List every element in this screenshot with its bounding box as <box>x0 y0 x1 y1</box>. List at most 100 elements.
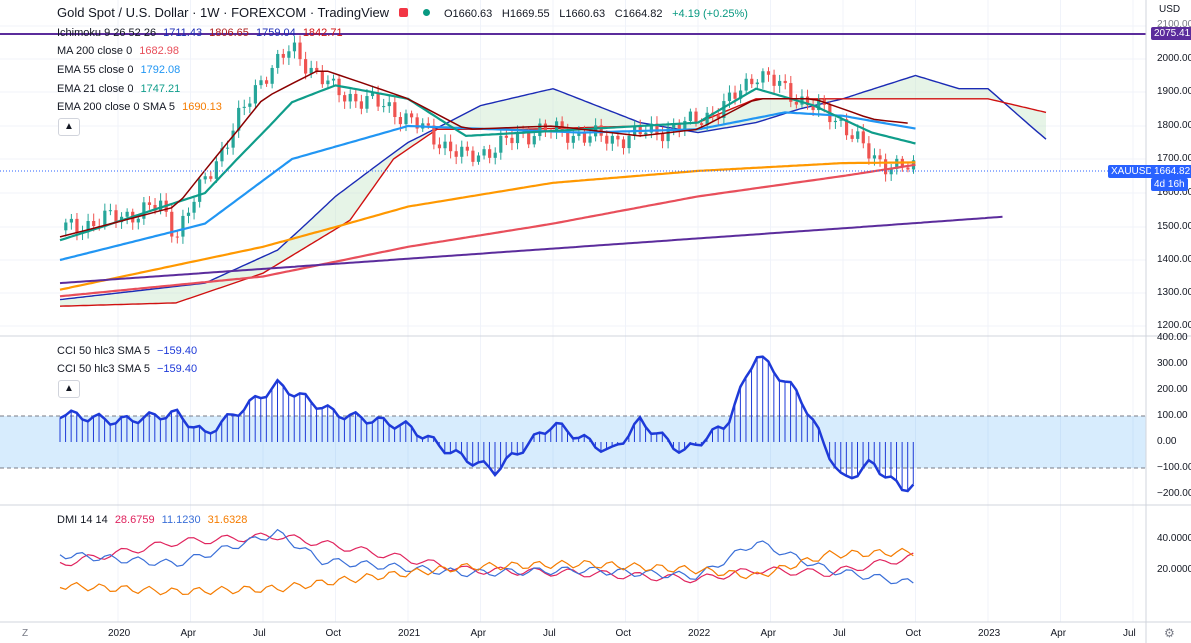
candle-body <box>699 123 704 126</box>
currency-label[interactable]: USD <box>1159 4 1181 15</box>
candle-body <box>504 135 508 138</box>
indicator-lines <box>0 33 1146 298</box>
candle-body <box>805 96 810 106</box>
legend-dmi[interactable]: DMI 14 14 28.6759 11.1230 31.6328 <box>57 514 251 526</box>
candle-body <box>304 59 308 74</box>
candle-body <box>800 96 804 105</box>
zoom-reset-icon[interactable]: Z <box>22 628 29 639</box>
legend-ema200[interactable]: EMA 200 close 0 SMA 5 1690.13 <box>57 101 226 113</box>
candle-body <box>75 218 79 233</box>
candle-body <box>683 120 687 132</box>
candle-body <box>878 155 882 160</box>
time-tick-label: 2023 <box>978 628 1001 639</box>
collapse-legend-button[interactable]: ▲ <box>58 380 80 398</box>
legend-cci-2[interactable]: CCI 50 hlc3 SMA 5 −159.40 <box>57 363 201 375</box>
legend-ema55[interactable]: EMA 55 close 0 1792.08 <box>57 64 184 76</box>
candle-body <box>844 119 849 136</box>
series-line-ema-21 <box>59 84 916 242</box>
candle-body <box>527 132 531 145</box>
candle-body <box>649 123 653 133</box>
legend-cci-1[interactable]: CCI 50 hlc3 SMA 5 −159.40 <box>57 345 201 357</box>
candle-body <box>354 93 358 102</box>
time-tick-label: Jul <box>253 628 266 639</box>
legend-value: 11.1230 <box>161 514 201 526</box>
candle-body <box>415 117 419 129</box>
legend-value: 1759.04 <box>255 27 296 39</box>
cci-tick-label: −200.00 <box>1157 488 1191 499</box>
price-tick-label: 1200.00 <box>1157 320 1191 331</box>
candle-body <box>365 96 369 109</box>
price-tick-label: 1700.00 <box>1157 153 1191 164</box>
ohlc-high: H1669.55 <box>501 8 550 20</box>
candle-body <box>839 119 843 121</box>
candle-body <box>242 106 246 108</box>
time-tick-label: 2020 <box>108 628 131 639</box>
candle-body <box>125 211 129 217</box>
candle-body <box>465 146 469 151</box>
legend-name: EMA 200 close 0 SMA 5 <box>57 101 176 113</box>
candle-body <box>666 128 670 142</box>
legend-name: MA 200 close 0 <box>57 45 133 57</box>
legend-name: CCI 50 hlc3 SMA 5 <box>57 345 150 357</box>
candle-body <box>766 71 771 75</box>
price-tick-label: 1800.00 <box>1157 120 1191 131</box>
dmi-line-adx <box>59 547 914 596</box>
candle-body <box>248 103 252 107</box>
grid-lines <box>0 0 1146 622</box>
dmi-tick-label: 20.0000 <box>1157 564 1191 575</box>
candle-body <box>393 102 397 118</box>
ohlc-low: L1660.63 <box>559 8 606 20</box>
candle-body <box>432 125 436 145</box>
settings-gear-icon[interactable]: ⚙ <box>1164 626 1175 640</box>
symbol-title[interactable]: Gold Spot / U.S. Dollar · 1W · FOREXCOM … <box>57 5 390 20</box>
legend-ma200[interactable]: MA 200 close 0 1682.98 <box>57 45 183 57</box>
candle-body <box>64 222 68 231</box>
legend-ichimoku[interactable]: Ichimoku 9 26 52 26 1711.43 1806.65 1759… <box>57 27 347 39</box>
dmi-line-di <box>59 528 914 585</box>
candle-body <box>861 131 865 144</box>
candle-body <box>259 80 263 86</box>
candle-body <box>783 80 787 84</box>
ohlc-close: C1664.82 <box>614 8 663 20</box>
candle-body <box>387 102 391 107</box>
dmi-line-di <box>59 532 914 584</box>
time-tick-label: Apr <box>470 628 487 639</box>
candle-body <box>214 161 218 179</box>
candle-body <box>778 80 782 86</box>
candle-body <box>203 176 207 180</box>
price-tick-label: 1300.00 <box>1157 287 1191 298</box>
cci-pane <box>0 355 1146 493</box>
candle-body <box>298 42 302 60</box>
candle-body <box>744 78 748 91</box>
candle-body <box>382 106 386 108</box>
candle-body <box>159 200 163 211</box>
candle-body <box>566 129 570 143</box>
candle-body <box>426 123 430 126</box>
candle-body <box>276 53 280 68</box>
candle-body <box>108 210 113 212</box>
candle-body <box>655 123 659 134</box>
candle-body <box>460 146 464 157</box>
candle-body <box>694 111 698 124</box>
candle-body <box>733 92 737 99</box>
legend-ema21[interactable]: EMA 21 close 0 1747.21 <box>57 83 184 95</box>
candle-body <box>437 144 442 149</box>
legend-value: 1806.65 <box>209 27 249 39</box>
legend-value: 1711.43 <box>163 27 203 39</box>
ichimoku-span-b-line <box>59 98 1047 307</box>
time-tick-label: Apr <box>1050 628 1067 639</box>
collapse-legend-button[interactable]: ▲ <box>58 118 80 136</box>
ohlc-open: O1660.63 <box>443 8 493 20</box>
candle-body <box>739 90 743 99</box>
candle-body <box>376 92 380 107</box>
candle-body <box>599 125 603 136</box>
candle-body <box>92 221 96 227</box>
legend-value: −159.40 <box>157 345 198 357</box>
alert-icon[interactable] <box>398 8 408 17</box>
candle-body <box>884 159 888 175</box>
time-tick-label: Jul <box>1123 628 1136 639</box>
legend-value: −159.40 <box>157 363 198 375</box>
chart-header: Gold Spot / U.S. Dollar · 1W · FOREXCOM … <box>57 5 748 20</box>
legend-value: 28.6759 <box>114 514 155 526</box>
